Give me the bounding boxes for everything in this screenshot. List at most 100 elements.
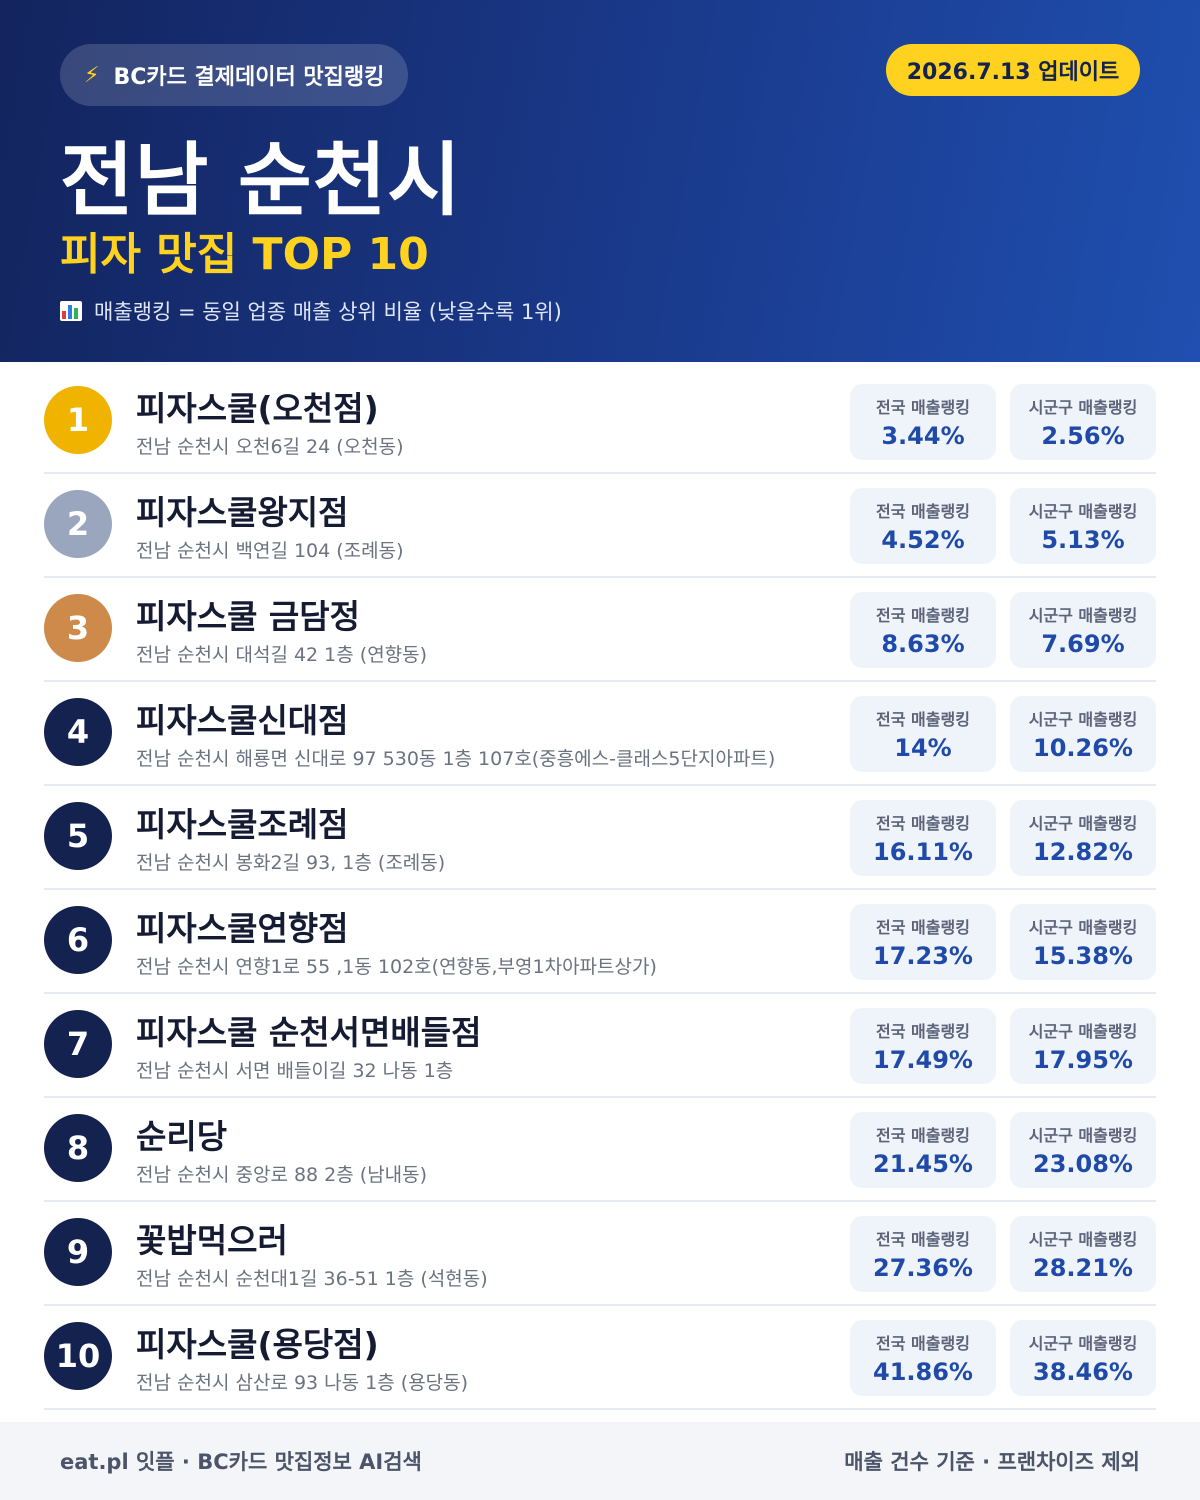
national-ranking-card: 전국 매출랭킹 14% xyxy=(850,696,996,772)
rank-badge: 2 xyxy=(44,490,112,558)
local-ranking-value: 7.69% xyxy=(1041,630,1125,658)
national-ranking-value: 16.11% xyxy=(873,838,973,866)
rank-badge: 4 xyxy=(44,698,112,766)
national-ranking-card: 전국 매출랭킹 21.45% xyxy=(850,1112,996,1188)
local-ranking-value: 17.95% xyxy=(1033,1046,1133,1074)
ranking-list: 1 피자스쿨(오천점) 전남 순천시 오천6길 24 (오천동) 전국 매출랭킹 3.4… xyxy=(44,370,1156,1410)
local-ranking-card: 시군구 매출랭킹 5.13% xyxy=(1010,488,1156,564)
restaurant-name: 피자스쿨조례점 xyxy=(136,805,349,844)
restaurant-row[interactable]: 10 피자스쿨(용당점) 전남 순천시 삼산로 93 나동 1층 (용당동) 전국 매… xyxy=(44,1306,1156,1410)
rank-badge: 1 xyxy=(44,386,112,454)
restaurant-address: 전남 순천시 순천대1길 36-51 1층 (석현동) xyxy=(136,1268,488,1290)
rank-badge: 7 xyxy=(44,1010,112,1078)
national-ranking-label: 전국 매출랭킹 xyxy=(876,1230,970,1249)
source-badge: ⚡ BC카드 결제데이터 맛집랭킹 xyxy=(60,44,409,106)
local-ranking-value: 38.46% xyxy=(1033,1358,1133,1386)
restaurant-name: 꽃밥먹으러 xyxy=(136,1221,288,1260)
national-ranking-label: 전국 매출랭킹 xyxy=(876,398,970,417)
restaurant-name: 피자스쿨왕지점 xyxy=(136,493,349,532)
restaurant-row[interactable]: 4 피자스쿨신대점 전남 순천시 해룡면 신대로 97 530동 1층 107호(중… xyxy=(44,682,1156,786)
footer-criteria: 매출 건수 기준 · 프랜차이즈 제외 xyxy=(844,1450,1140,1474)
local-ranking-label: 시군구 매출랭킹 xyxy=(1028,1126,1138,1145)
local-ranking-card: 시군구 매출랭킹 7.69% xyxy=(1010,592,1156,668)
local-ranking-value: 12.82% xyxy=(1033,838,1133,866)
local-ranking-label: 시군구 매출랭킹 xyxy=(1028,918,1138,937)
local-ranking-label: 시군구 매출랭킹 xyxy=(1028,1230,1138,1249)
restaurant-address: 전남 순천시 중앙로 88 2층 (남내동) xyxy=(136,1164,428,1186)
national-ranking-label: 전국 매출랭킹 xyxy=(876,814,970,833)
lightning-icon: ⚡ xyxy=(84,62,100,88)
local-ranking-value: 10.26% xyxy=(1033,734,1133,762)
restaurant-address: 전남 순천시 삼산로 93 나동 1층 (용당동) xyxy=(136,1372,469,1394)
restaurant-address: 전남 순천시 대석길 42 1층 (연향동) xyxy=(136,644,428,666)
restaurant-address: 전남 순천시 오천6길 24 (오천동) xyxy=(136,436,404,458)
national-ranking-label: 전국 매출랭킹 xyxy=(876,710,970,729)
rank-badge: 10 xyxy=(44,1322,112,1390)
local-ranking-card: 시군구 매출랭킹 10.26% xyxy=(1010,696,1156,772)
national-ranking-value: 17.49% xyxy=(873,1046,973,1074)
national-ranking-label: 전국 매출랭킹 xyxy=(876,606,970,625)
local-ranking-card: 시군구 매출랭킹 38.46% xyxy=(1010,1320,1156,1396)
local-ranking-label: 시군구 매출랭킹 xyxy=(1028,398,1138,417)
national-ranking-card: 전국 매출랭킹 4.52% xyxy=(850,488,996,564)
restaurant-row[interactable]: 7 피자스쿨 순천서면배들점 전남 순천시 서면 배들이길 32 나동 1층 전국 매… xyxy=(44,994,1156,1098)
restaurant-row[interactable]: 1 피자스쿨(오천점) 전남 순천시 오천6길 24 (오천동) 전국 매출랭킹 3.4… xyxy=(44,370,1156,474)
rank-badge: 3 xyxy=(44,594,112,662)
national-ranking-label: 전국 매출랭킹 xyxy=(876,502,970,521)
national-ranking-value: 27.36% xyxy=(873,1254,973,1282)
local-ranking-label: 시군구 매출랭킹 xyxy=(1028,710,1138,729)
page-subtitle: 피자 맛집 TOP 10 xyxy=(60,229,429,280)
restaurant-name: 피자스쿨 금담정 xyxy=(136,597,361,636)
local-ranking-card: 시군구 매출랭킹 17.95% xyxy=(1010,1008,1156,1084)
local-ranking-value: 15.38% xyxy=(1033,942,1133,970)
national-ranking-value: 21.45% xyxy=(873,1150,973,1178)
local-ranking-value: 23.08% xyxy=(1033,1150,1133,1178)
restaurant-address: 전남 순천시 백연길 104 (조례동) xyxy=(136,540,404,562)
local-ranking-card: 시군구 매출랭킹 28.21% xyxy=(1010,1216,1156,1292)
restaurant-name: 피자스쿨연향점 xyxy=(136,909,349,948)
national-ranking-card: 전국 매출랭킹 41.86% xyxy=(850,1320,996,1396)
local-ranking-card: 시군구 매출랭킹 12.82% xyxy=(1010,800,1156,876)
national-ranking-value: 14% xyxy=(894,734,952,762)
local-ranking-value: 28.21% xyxy=(1033,1254,1133,1282)
national-ranking-card: 전국 매출랭킹 17.23% xyxy=(850,904,996,980)
restaurant-name: 피자스쿨(오천점) xyxy=(136,389,379,428)
local-ranking-card: 시군구 매출랭킹 2.56% xyxy=(1010,384,1156,460)
page-title: 전남 순천시 xyxy=(60,134,462,227)
local-ranking-card: 시군구 매출랭킹 15.38% xyxy=(1010,904,1156,980)
national-ranking-label: 전국 매출랭킹 xyxy=(876,918,970,937)
national-ranking-card: 전국 매출랭킹 3.44% xyxy=(850,384,996,460)
restaurant-name: 피자스쿨신대점 xyxy=(136,701,349,740)
national-ranking-label: 전국 매출랭킹 xyxy=(876,1334,970,1353)
source-badge-label: BC카드 결제데이터 맛집랭킹 xyxy=(113,65,385,90)
rank-badge: 9 xyxy=(44,1218,112,1286)
restaurant-address: 전남 순천시 서면 배들이길 32 나동 1층 xyxy=(136,1060,454,1082)
restaurant-address: 전남 순천시 연향1로 55 ,1동 102호(연향동,부영1차아파트상가) xyxy=(136,956,657,978)
local-ranking-label: 시군구 매출랭킹 xyxy=(1028,1022,1138,1041)
rank-badge: 6 xyxy=(44,906,112,974)
national-ranking-label: 전국 매출랭킹 xyxy=(876,1126,970,1145)
ranking-note: 매출랭킹 = 동일 업종 매출 상위 비율 (낮을수록 1위) xyxy=(60,296,562,326)
national-ranking-value: 4.52% xyxy=(881,526,965,554)
restaurant-row[interactable]: 5 피자스쿨조례점 전남 순천시 봉화2길 93, 1층 (조례동) 전국 매출랭킹 1… xyxy=(44,786,1156,890)
bar-chart-icon xyxy=(60,301,82,321)
rank-badge: 8 xyxy=(44,1114,112,1182)
national-ranking-card: 전국 매출랭킹 8.63% xyxy=(850,592,996,668)
restaurant-address: 전남 순천시 봉화2길 93, 1층 (조례동) xyxy=(136,852,446,874)
update-date-badge: 2026.7.13 업데이트 xyxy=(886,44,1140,96)
restaurant-name: 순리당 xyxy=(136,1117,228,1156)
national-ranking-value: 8.63% xyxy=(881,630,965,658)
local-ranking-value: 5.13% xyxy=(1041,526,1125,554)
restaurant-name: 피자스쿨(용당점) xyxy=(136,1325,379,1364)
local-ranking-label: 시군구 매출랭킹 xyxy=(1028,606,1138,625)
national-ranking-value: 3.44% xyxy=(881,422,965,450)
footer-source: eat.pl 잇플 · BC카드 맛집정보 AI검색 xyxy=(60,1450,422,1474)
local-ranking-label: 시군구 매출랭킹 xyxy=(1028,502,1138,521)
local-ranking-label: 시군구 매출랭킹 xyxy=(1028,814,1138,833)
national-ranking-card: 전국 매출랭킹 16.11% xyxy=(850,800,996,876)
